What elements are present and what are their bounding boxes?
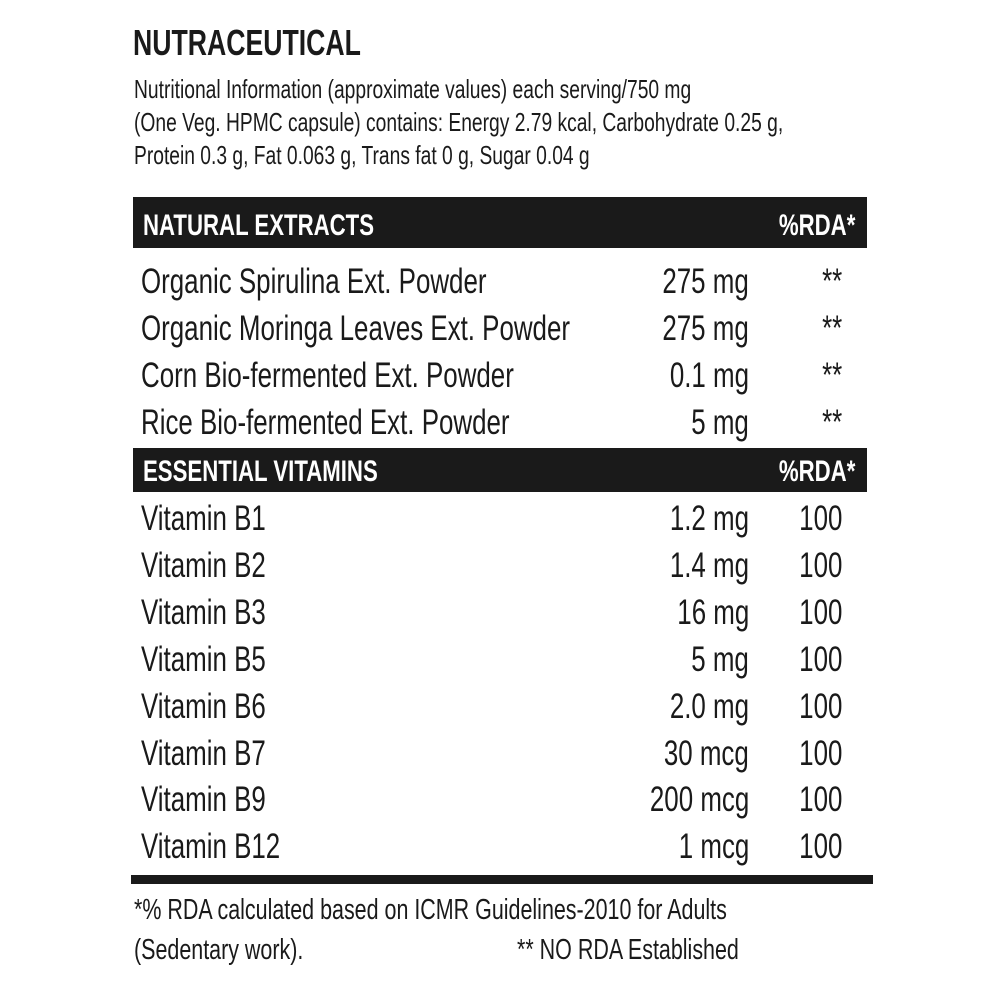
table-row: Vitamin B5 5 mg 100 — [133, 640, 867, 686]
ingredient-rda: 100 — [798, 827, 842, 867]
table-row: Vitamin B1 1.2 mg 100 — [133, 499, 867, 545]
ingredient-name: Corn Bio-fermented Ext. Powder — [141, 356, 514, 395]
table-row: Organic Moringa Leaves Ext. Powder 275 mg… — [133, 309, 867, 355]
ingredient-amount: 1.4 mg — [669, 545, 749, 585]
ingredient-amount: 275 mg — [662, 309, 749, 348]
ingredient-name: Vitamin B1 — [141, 499, 266, 538]
no-rda-note: ** NO RDA Established — [517, 934, 739, 966]
table-row: Vitamin B3 16 mg 100 — [133, 593, 867, 639]
ingredient-amount: 5 mg — [691, 639, 749, 679]
ingredient-name: Organic Spirulina Ext. Powder — [141, 262, 487, 301]
ingredient-amount: 200 mcg — [649, 780, 749, 820]
ingredient-rda: ** — [821, 356, 842, 395]
ingredient-name: Vitamin B2 — [141, 545, 266, 585]
ingredient-rda: ** — [821, 403, 842, 442]
nutrition-info-line: (One Veg. HPMC capsule) contains: Energy… — [134, 107, 784, 137]
table-row: Vitamin B2 1.4 mg 100 — [133, 546, 867, 592]
ingredient-name: Rice Bio-fermented Ext. Powder — [141, 403, 510, 442]
table-row: Rice Bio-fermented Ext. Powder 5 mg ** — [133, 403, 867, 449]
ingredient-name: Vitamin B9 — [141, 780, 266, 820]
table-row: Vitamin B9 200 mcg 100 — [133, 780, 867, 826]
ingredient-amount: 275 mg — [662, 262, 749, 301]
ingredient-amount: 16 mg — [677, 592, 749, 632]
table-row: Vitamin B12 1 mcg 100 — [133, 827, 867, 873]
ingredient-name: Organic Moringa Leaves Ext. Powder — [141, 309, 571, 348]
ingredient-rda: 100 — [798, 733, 842, 773]
ingredient-amount: 2.0 mg — [669, 686, 749, 726]
ingredient-amount: 1 mcg — [678, 827, 749, 867]
nutrition-info-line: Protein 0.3 g, Fat 0.063 g, Trans fat 0 … — [134, 140, 590, 170]
ingredient-rda: 100 — [798, 545, 842, 585]
nutrition-info-line: Nutritional Information (approximate val… — [134, 74, 692, 104]
ingredient-amount: 1.2 mg — [669, 499, 749, 538]
essential-vitamins-header: ESSENTIAL VITAMINS %RDA* — [133, 448, 867, 492]
ingredient-rda: 100 — [798, 780, 842, 820]
table-row: Vitamin B6 2.0 mg 100 — [133, 687, 867, 733]
ingredient-amount: 30 mcg — [664, 733, 749, 773]
ingredient-name: Vitamin B6 — [141, 686, 266, 726]
ingredient-rda: 100 — [798, 686, 842, 726]
table-row: Organic Spirulina Ext. Powder 275 mg ** — [133, 262, 867, 308]
label-title: NUTRACEUTICAL — [133, 22, 361, 63]
ingredient-amount: 0.1 mg — [669, 356, 749, 395]
bottom-divider — [131, 875, 873, 884]
ingredient-rda: ** — [821, 262, 842, 301]
table-row: Corn Bio-fermented Ext. Powder 0.1 mg ** — [133, 356, 867, 402]
ingredient-name: Vitamin B7 — [141, 733, 266, 773]
rda-footnote-2: (Sedentary work). — [134, 934, 304, 966]
ingredient-amount: 5 mg — [691, 403, 749, 442]
ingredient-rda: 100 — [798, 592, 842, 632]
rda-footnote: *% RDA calculated based on ICMR Guidelin… — [134, 894, 727, 926]
table-row: Vitamin B7 30 mcg 100 — [133, 734, 867, 780]
ingredient-name: Vitamin B5 — [141, 639, 266, 679]
ingredient-name: Vitamin B3 — [141, 592, 266, 632]
natural-extracts-header: NATURAL EXTRACTS %RDA* — [133, 197, 867, 248]
ingredient-rda: ** — [821, 309, 842, 348]
ingredient-name: Vitamin B12 — [141, 827, 281, 867]
ingredient-rda: 100 — [798, 639, 842, 679]
ingredient-rda: 100 — [798, 499, 842, 538]
